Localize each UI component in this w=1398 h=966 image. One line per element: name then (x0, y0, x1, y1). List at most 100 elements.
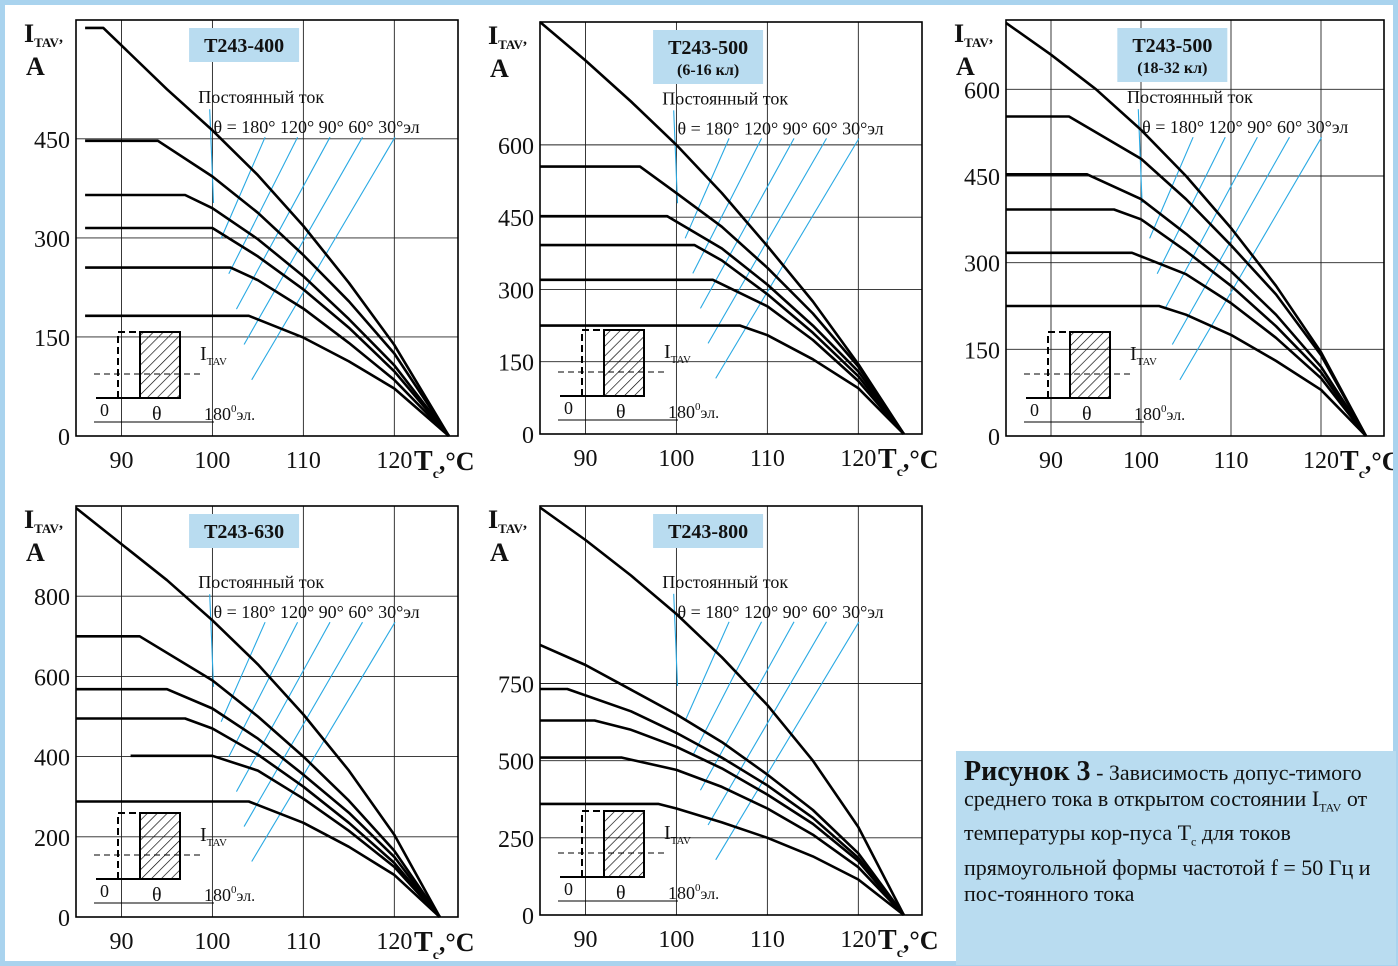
inset-itav-sub: TAV (1137, 356, 1157, 368)
series-line-5 (85, 266, 450, 437)
annotation-theta: θ = 180° 120° 90° 60° 30°эл (214, 602, 420, 622)
series-line-4 (85, 226, 450, 437)
x-tick-label: 120 (376, 448, 412, 474)
y-tick-label: 600 (498, 134, 534, 160)
waveform-inset-icon: 0 θ 1800эл. ITAV (558, 810, 719, 904)
inset-dashed-pulse (581, 329, 604, 396)
x-tick-label: 120 (1303, 448, 1339, 474)
y-tick-label: 450 (498, 206, 534, 232)
series-line-1 (1005, 21, 1368, 437)
chart-title: Т243-500 (668, 37, 748, 59)
x-axis-label-unit: ,°C (439, 447, 475, 476)
series-line-2 (539, 643, 905, 916)
series-line-2 (540, 165, 905, 435)
chart-panel-4: 90 100 110 1200200400600800ITAV,ATc,°CТ243-… (24, 505, 475, 961)
inset-dashed-pulse (581, 810, 604, 877)
inset-itav-sub: TAV (207, 356, 227, 368)
annotation-leader (1149, 136, 1194, 239)
series-line-1 (75, 506, 441, 918)
series-line-1 (539, 21, 905, 435)
charts-svg: 90 100 110 1200150300450ITAV,ATc,°CТ243-400… (24, 19, 1393, 961)
annotation-leader (715, 138, 860, 379)
series-line-4 (76, 717, 441, 918)
inset-theta-label: θ (616, 882, 626, 904)
annotation-theta: θ = 180° 120° 90° 60° 30°эл (214, 117, 420, 137)
y-axis-label-comma: , (59, 515, 63, 532)
x-tick-label: 110 (286, 929, 321, 955)
inset-itav-label: ITAV (664, 341, 691, 366)
inset-itav-label: ITAV (1130, 343, 1157, 368)
x-tick-label: 100 (658, 446, 694, 472)
y-tick-label: 0 (522, 423, 534, 449)
x-tick-label: 100 (194, 448, 230, 474)
inset-dashed-pulse (1047, 331, 1070, 398)
x-axis-label: Tc,°C (878, 925, 939, 961)
inset-dashed-pulse (117, 331, 140, 398)
inset-zero-label: 0 (100, 400, 109, 420)
plot-frame (539, 21, 923, 435)
x-tick-label: 120 (840, 927, 876, 953)
annotation-leader (707, 621, 827, 826)
y-tick-label: 600 (34, 665, 70, 691)
plot-frame (75, 19, 459, 437)
x-axis-label-sub: c (897, 465, 903, 480)
x-axis-label: Tc,°C (414, 446, 475, 482)
annotation-leader (1137, 109, 1143, 204)
y-axis-label-comma: , (59, 29, 63, 46)
series-line-3 (1006, 173, 1368, 437)
series-line-2 (85, 139, 450, 437)
inset-180-unit: эл. (1167, 407, 1186, 424)
inset-itav-sub: TAV (671, 354, 691, 366)
x-tick-label: 90 (109, 448, 133, 474)
series-line-1 (85, 26, 451, 437)
inset-theta-label: θ (152, 403, 162, 425)
x-tick-label: 100 (1123, 448, 1159, 474)
y-tick-label: 400 (34, 746, 70, 772)
inset-theta-label: θ (152, 884, 162, 906)
inset-180-unit: эл. (701, 886, 720, 903)
y-tick-label: 450 (34, 128, 70, 154)
annotation-leader (220, 136, 266, 239)
x-axis-label-unit: ,°C (439, 928, 475, 957)
annotation-leader (209, 594, 215, 687)
chart-subtitle: (6-16 кл) (677, 62, 739, 79)
inset-hatched-pulse (1069, 331, 1111, 399)
y-tick-label: 300 (964, 252, 1000, 278)
series-line-5 (1006, 251, 1368, 437)
x-tick-label: 90 (573, 446, 597, 472)
chart-panel-3: 90 100 110 1200150300450600ITAV,ATc,°CТ243-… (954, 19, 1393, 482)
series-line-3 (540, 214, 905, 435)
annotation-dc: Постоянный ток (198, 87, 324, 107)
series-line-5 (540, 756, 905, 916)
x-tick-label: 120 (376, 929, 412, 955)
x-axis-label: Tc,°C (414, 927, 475, 961)
figure-caption: Рисунок 3 - Зависимость допус-тимого сре… (956, 751, 1396, 965)
inset-dashed-pulse (117, 812, 140, 879)
series-line-6 (540, 802, 905, 917)
inset-theta-label: θ (1082, 403, 1092, 425)
y-tick-label: 800 (34, 585, 70, 611)
inset-zero-label: 0 (100, 881, 109, 901)
x-tick-label: 110 (286, 448, 321, 474)
inset-180-label: 1800эл. (668, 882, 719, 903)
series-line-1 (539, 506, 905, 916)
series-line-3 (76, 687, 441, 918)
annotation-leader (243, 136, 363, 345)
caption-sub-c: c (1191, 834, 1197, 849)
chart-title-box (189, 514, 300, 548)
annotation-leader (673, 110, 679, 204)
inset-itav-sub: TAV (671, 835, 691, 847)
y-tick-label: 150 (498, 351, 534, 377)
inset-180-sup: 0 (231, 884, 237, 896)
inset-180-label: 1800эл. (204, 884, 255, 905)
caption-sub-tav: TAV (1319, 800, 1342, 815)
y-tick-label: 0 (988, 425, 1000, 451)
y-tick-label: 450 (964, 165, 1000, 191)
x-tick-label: 90 (573, 927, 597, 953)
annotation-leader (707, 138, 827, 344)
inset-hatched-pulse (603, 329, 645, 397)
inset-180-label: 1800эл. (668, 401, 719, 422)
inset-180-sup: 0 (1161, 403, 1167, 415)
series-line-6 (76, 800, 441, 918)
annotation-leader (684, 138, 730, 239)
